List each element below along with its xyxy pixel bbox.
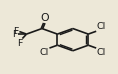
Text: F: F bbox=[14, 27, 19, 36]
Text: Cl: Cl bbox=[97, 22, 106, 31]
Text: O: O bbox=[41, 13, 49, 23]
Text: Cl: Cl bbox=[40, 48, 49, 57]
Text: F: F bbox=[17, 39, 22, 48]
Text: Cl: Cl bbox=[97, 48, 106, 57]
Text: F: F bbox=[12, 30, 18, 39]
